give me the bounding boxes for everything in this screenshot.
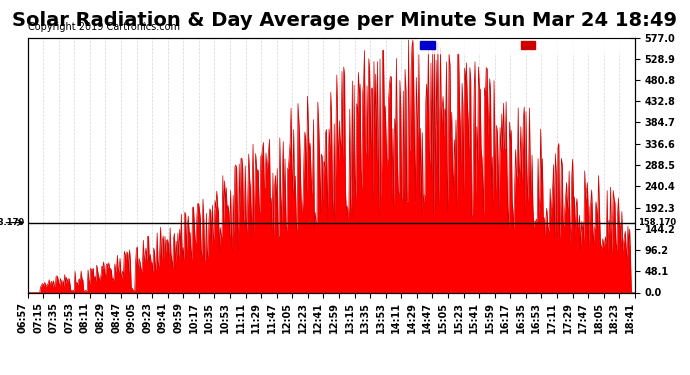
Text: Copyright 2019 Cartronics.com: Copyright 2019 Cartronics.com	[28, 22, 179, 32]
Text: 158.170: 158.170	[0, 218, 25, 227]
Legend: Median (w/m2), Radiation (w/m2): Median (w/m2), Radiation (w/m2)	[417, 37, 630, 53]
Text: Solar Radiation & Day Average per Minute Sun Mar 24 18:49: Solar Radiation & Day Average per Minute…	[12, 11, 678, 30]
Text: 158.170: 158.170	[638, 218, 676, 227]
